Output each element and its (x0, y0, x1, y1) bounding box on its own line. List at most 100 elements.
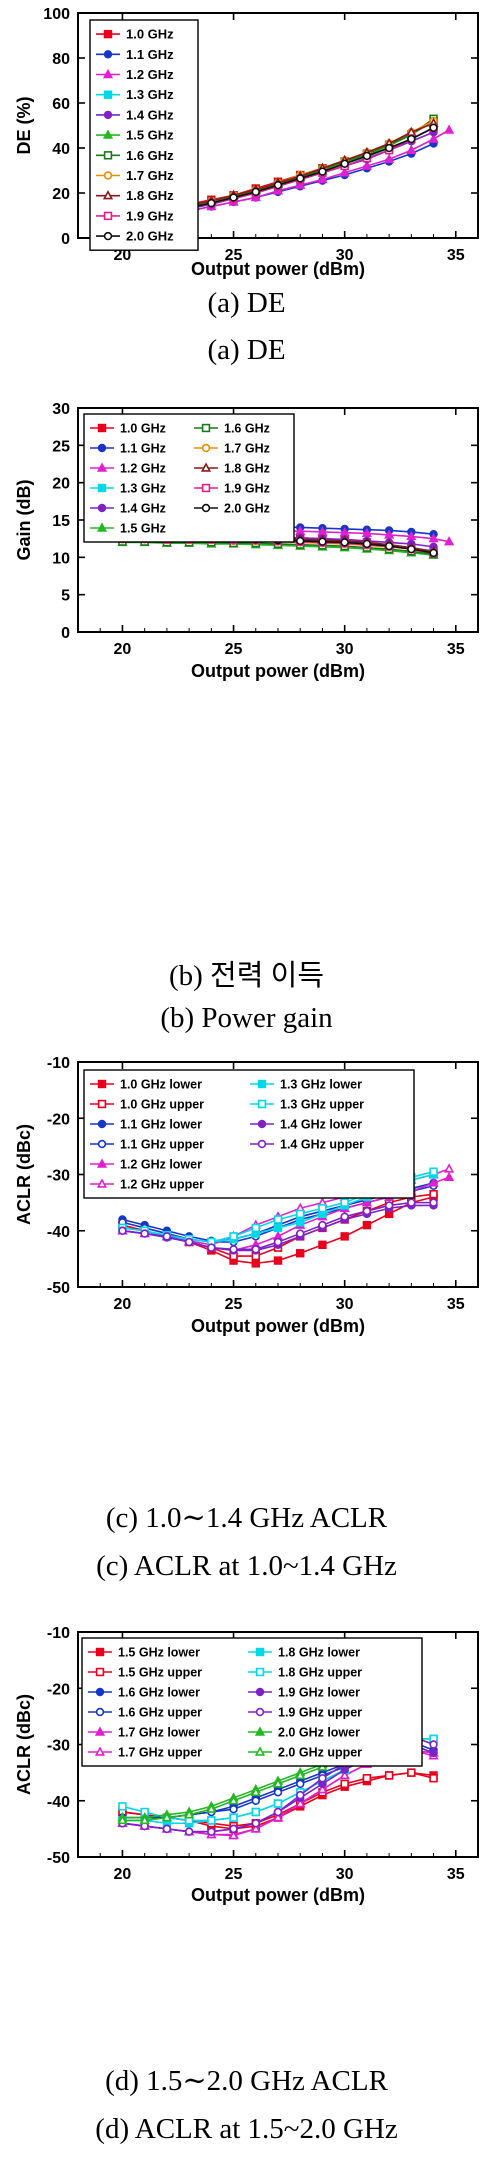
x-axis-label: Output power (dBm) (191, 1316, 365, 1336)
legend-item-1-0-ghz-upper: 1.0 GHz upper (90, 1098, 204, 1112)
y-tick-label: 100 (43, 6, 70, 23)
legend-swatch-marker (255, 1707, 265, 1717)
series-2-0-ghz-upper-point (184, 1809, 195, 1819)
legend: 1.5 GHz lower 1.5 GHz upper 1.6 GHz lower 1… (81, 1637, 423, 1767)
series-1-2-ghz-point (428, 133, 439, 143)
legend-item-1-3-ghz: 1.3 GHz (96, 87, 174, 102)
legend-label: 1.7 GHz upper (118, 1746, 202, 1760)
series-1-0-ghz-upper-point (429, 1189, 438, 1199)
y-tick-label: 40 (52, 141, 70, 158)
series-1-0-ghz-lower-point (251, 1259, 260, 1268)
legend-item-1-2-ghz: 1.2 GHz (90, 462, 166, 476)
series-1-3-ghz-lower-point (296, 1218, 305, 1227)
series-2-0-ghz-point (273, 180, 283, 190)
y-tick-label: 5 (61, 588, 70, 605)
legend-item-1-0-ghz-lower: 1.0 GHz lower (90, 1078, 202, 1092)
legend-label: 2.0 GHz lower (278, 1726, 360, 1740)
series-2-0-ghz-upper-point (295, 1769, 306, 1780)
legend-label: 1.3 GHz upper (280, 1098, 364, 1112)
series-1-4-ghz-upper-point (229, 1245, 238, 1254)
legend-swatch-marker (201, 503, 211, 513)
legend-item-1-0-ghz: 1.0 GHz (96, 27, 174, 42)
series-1-4-ghz-upper (118, 1198, 438, 1254)
legend-swatch-marker (201, 483, 211, 493)
y-axis-label: ACLR (dBc) (14, 1124, 34, 1225)
y-tick-label: -50 (47, 1280, 70, 1297)
legend-label: 1.2 GHz (126, 67, 174, 82)
legend-swatch-marker (254, 1726, 266, 1736)
legend-item-1-5-ghz-upper: 1.5 GHz upper (88, 1666, 202, 1680)
series-1-8-ghz-upper-point (251, 1807, 260, 1817)
series-1-4-ghz-upper-point (162, 1232, 172, 1241)
legend-swatch-marker (200, 462, 212, 472)
series-2-0-ghz-point (296, 174, 305, 183)
y-axis-label: Gain (dB) (14, 480, 34, 561)
panel-c-aclr: 20 25 30 35 -50 -40 -30 -20 -10 Output power (dBm… (0, 1050, 493, 1610)
legend-label: 2.0 GHz (126, 229, 174, 244)
legend-swatch-marker (97, 483, 107, 493)
y-tick-label: 80 (52, 51, 70, 68)
x-tick-label: 35 (447, 1866, 465, 1883)
caption-a-english: (a) DE (207, 334, 286, 366)
series-2-0-ghz-upper-point (117, 1814, 128, 1825)
legend-label: 1.1 GHz (120, 442, 166, 456)
legend-swatch-marker (257, 1079, 267, 1089)
legend-label: 1.8 GHz (126, 188, 174, 203)
series-1-7-ghz-upper-point (295, 1797, 306, 1808)
series-2-0-ghz-point (407, 134, 416, 144)
series-1-4-ghz-upper-point (184, 1237, 194, 1247)
series-1-2-ghz-lower-point (428, 1177, 439, 1187)
series-1-2-ghz-point (361, 527, 372, 538)
series-1-3-ghz-upper-point (318, 1204, 327, 1213)
legend-label: 1.8 GHz upper (278, 1666, 362, 1680)
series-1-2-ghz-point (406, 530, 417, 541)
series-1-4-ghz-upper-point (140, 1229, 149, 1238)
legend-item-1-7-ghz: 1.7 GHz (96, 168, 174, 183)
legend-swatch-marker (95, 1687, 105, 1697)
caption-d-english: (d) ACLR at 1.5~2.0 GHz (95, 2113, 398, 2145)
legend-item-1-6-ghz: 1.6 GHz (96, 148, 174, 163)
series-2-0-ghz-point (429, 123, 438, 132)
legend-box (81, 1637, 423, 1767)
series-2-0-ghz-point (384, 143, 394, 153)
chart-de: 20 25 30 35 0 20 40 60 80 100 Output power (dBm) DE… (14, 6, 479, 279)
series-1-6-ghz-upper-point (296, 1779, 305, 1789)
caption-a-korean: (a) DE (207, 287, 286, 319)
series-1-2-ghz-lower-point (444, 1171, 455, 1182)
series-1-3-ghz-upper-point (229, 1232, 238, 1241)
series-1-9-ghz-upper-point (162, 1824, 172, 1834)
series-1-4-ghz-upper-point (296, 1229, 305, 1238)
legend-label: 1.2 GHz upper (120, 1178, 204, 1192)
series-1-4-ghz-upper-point (384, 1201, 394, 1210)
series-1-5-ghz-upper-point (340, 1779, 349, 1789)
legend-swatch-marker (103, 151, 113, 160)
legend-label: 1.6 GHz (126, 148, 174, 163)
legend-item-1-4-ghz: 1.4 GHz (96, 107, 174, 122)
x-tick-label: 25 (225, 1866, 243, 1883)
series-2-0-ghz-upper-point (161, 1812, 172, 1822)
legend-label: 1.0 GHz lower (120, 1078, 202, 1092)
series-2-0-ghz-point (362, 151, 372, 161)
y-tick-label: -30 (47, 1168, 70, 1185)
series-1-9-ghz-upper-point (251, 1819, 260, 1828)
legend-label: 1.6 GHz (224, 422, 270, 436)
legend-item-1-5-ghz-lower: 1.5 GHz lower (88, 1646, 200, 1660)
series-1-5-ghz-upper-point (384, 1771, 394, 1780)
legend-item-1-1-ghz-upper: 1.1 GHz upper (90, 1138, 204, 1152)
legend-item-1-9-ghz-lower: 1.9 GHz lower (248, 1686, 360, 1700)
legend-swatch-marker (103, 211, 113, 221)
legend-item-1-0-ghz: 1.0 GHz (90, 422, 166, 436)
legend-swatch-marker (102, 129, 114, 139)
legend-label: 1.1 GHz upper (120, 1138, 204, 1152)
series-1-3-ghz-lower-point (273, 1223, 283, 1233)
legend: 1.0 GHz 1.1 GHz 1.2 GHz 1.3 GHz 1.4 GHz 1.5 G… (83, 413, 295, 543)
legend-label: 1.1 GHz (126, 47, 174, 62)
series-1-6-ghz-upper-point (273, 1788, 283, 1797)
legend-label: 1.8 GHz lower (278, 1646, 360, 1660)
legend-label: 1.9 GHz (224, 482, 270, 496)
series-2-0-ghz-point (296, 536, 305, 546)
legend-swatch-marker (257, 1119, 267, 1129)
series-1-0-ghz-lower-point (273, 1256, 283, 1265)
y-tick-label: -40 (47, 1794, 70, 1811)
legend-item-1-9-ghz-upper: 1.9 GHz upper (248, 1706, 362, 1720)
